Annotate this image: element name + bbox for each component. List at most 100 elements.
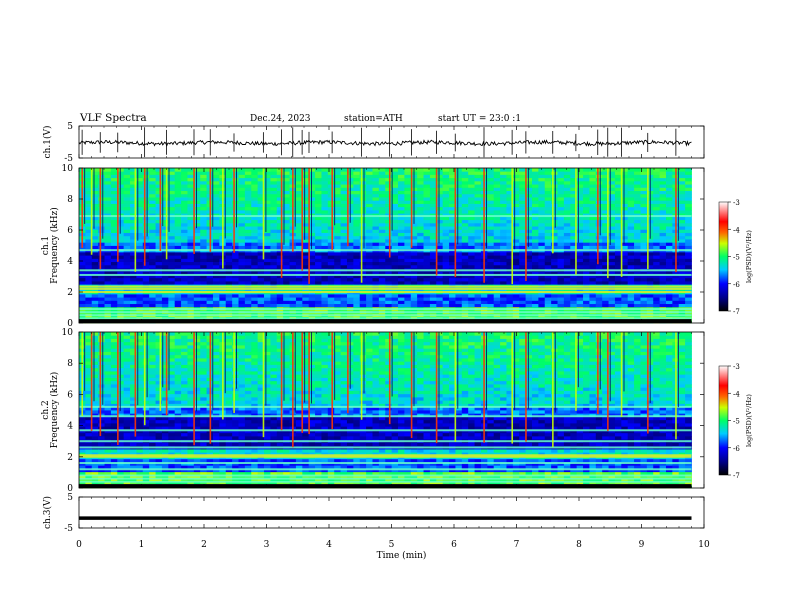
spectrogram-cell bbox=[449, 235, 456, 240]
spectrogram-cell bbox=[142, 229, 150, 233]
spectrogram-cell bbox=[161, 261, 169, 266]
spectrogram-cell bbox=[519, 190, 527, 195]
spectrogram-cell bbox=[551, 245, 558, 250]
spectrogram-cell bbox=[417, 264, 424, 269]
spectrogram-cell bbox=[653, 209, 660, 214]
spectrogram-cell bbox=[614, 303, 622, 308]
spectrogram-cell bbox=[665, 226, 673, 230]
spectrogram-cell bbox=[487, 171, 495, 175]
spectrogram-cell bbox=[117, 261, 125, 266]
spectrogram-cell bbox=[104, 281, 112, 285]
spectrogram-cell bbox=[130, 222, 137, 227]
spectrogram-cell bbox=[678, 213, 686, 217]
spectrogram-cell bbox=[410, 229, 418, 233]
spectrogram-cell bbox=[506, 242, 514, 246]
spectrogram-cell bbox=[219, 281, 227, 285]
spectrogram-cell bbox=[525, 209, 533, 214]
spectrogram-cell bbox=[595, 177, 603, 182]
spectrogram-cell bbox=[404, 235, 412, 240]
spectrogram-cell bbox=[519, 206, 527, 211]
spectrogram-cell bbox=[283, 184, 290, 188]
spectrogram-cell bbox=[174, 168, 182, 172]
spectrogram-cell bbox=[487, 274, 495, 279]
spectrogram-cell bbox=[563, 300, 571, 305]
spectrogram-cell bbox=[640, 180, 648, 185]
spectrogram-cell bbox=[423, 171, 431, 175]
spectrogram-cell bbox=[391, 171, 399, 175]
spectrogram-cell bbox=[378, 229, 386, 233]
spectrogram-cell bbox=[212, 216, 220, 221]
spectrogram-cell bbox=[640, 235, 648, 240]
spectrogram-cell bbox=[206, 271, 214, 275]
spectrogram-cell bbox=[417, 261, 424, 266]
spectrogram-cell bbox=[685, 303, 692, 308]
spectrogram-cell bbox=[315, 168, 322, 172]
spectrogram-cell bbox=[321, 297, 329, 301]
spectrogram-cell bbox=[104, 229, 112, 233]
spectrogram-cell bbox=[487, 264, 495, 269]
spectrogram-cell bbox=[346, 222, 354, 227]
spectrogram-cell bbox=[225, 193, 233, 198]
spectrogram-cell bbox=[621, 213, 629, 217]
spectrogram-cell bbox=[251, 203, 259, 208]
spectrogram-cell bbox=[525, 226, 533, 230]
spectrogram-cell bbox=[621, 203, 629, 208]
spectrogram-cell bbox=[391, 258, 399, 263]
spectrogram-cell bbox=[487, 258, 495, 263]
spectrogram-cell bbox=[142, 293, 150, 298]
spectrogram-cell bbox=[404, 168, 412, 172]
spectrogram-cell bbox=[398, 222, 405, 227]
spectrogram-cell bbox=[346, 277, 354, 282]
spectrogram-cell bbox=[595, 168, 603, 172]
spectrogram-cell bbox=[589, 274, 597, 279]
spectrogram-cell bbox=[302, 239, 310, 243]
spectrogram-cell bbox=[104, 255, 112, 259]
spectrogram-cell bbox=[187, 293, 195, 298]
spectrogram-cell bbox=[289, 303, 297, 308]
spectrogram-cell bbox=[257, 235, 265, 240]
spectrogram-cell bbox=[232, 271, 239, 275]
spectrogram-cell bbox=[308, 277, 316, 282]
spectrogram-cell bbox=[544, 303, 552, 308]
spectrogram-cell bbox=[308, 174, 316, 179]
spectrogram-cell bbox=[487, 242, 495, 246]
sferic-streak bbox=[236, 168, 237, 228]
spectrogram-cell bbox=[104, 226, 112, 230]
sferic-streak bbox=[81, 168, 84, 248]
spectrogram-cell bbox=[659, 190, 667, 195]
spectrogram-cell bbox=[238, 209, 246, 214]
spectrogram-cell bbox=[193, 297, 201, 301]
spectrogram-cell bbox=[302, 229, 310, 233]
spectrogram-cell bbox=[168, 209, 176, 214]
spectrogram-cell bbox=[181, 213, 188, 217]
spectrogram-cell bbox=[500, 226, 507, 230]
spectrogram-cell bbox=[378, 197, 386, 201]
spectrogram-cell bbox=[468, 222, 475, 227]
spectrogram-cell bbox=[212, 297, 220, 301]
spectrogram-cell bbox=[423, 200, 431, 204]
spectrogram-cell bbox=[429, 203, 437, 208]
spectrogram-cell bbox=[276, 200, 284, 204]
spectrogram-cell bbox=[595, 184, 603, 188]
spectrogram-cell bbox=[525, 184, 533, 188]
spectrogram-cell bbox=[315, 232, 322, 237]
spectrogram-cell bbox=[136, 171, 144, 175]
spectrogram-cell bbox=[665, 255, 673, 259]
sferic-streak bbox=[301, 168, 304, 271]
spectrogram-cell bbox=[410, 281, 418, 285]
frequency-band bbox=[79, 291, 692, 293]
spectrogram-cell bbox=[238, 242, 246, 246]
spectrogram-cell bbox=[429, 229, 437, 233]
spectrogram-cell bbox=[359, 184, 367, 188]
spectrogram-cell bbox=[238, 171, 246, 175]
spectrogram-cell bbox=[340, 229, 348, 233]
spectrogram-cell bbox=[136, 303, 144, 308]
spectrogram-cell bbox=[155, 216, 163, 221]
spectrogram-cell bbox=[321, 206, 329, 211]
spectrogram-cell bbox=[614, 277, 622, 282]
spectrogram-cell bbox=[372, 222, 380, 227]
spectrogram-cell bbox=[583, 239, 590, 243]
spectrogram-cell bbox=[391, 222, 399, 227]
spectrogram-cell bbox=[563, 190, 571, 195]
spectrogram-cell bbox=[79, 277, 86, 282]
